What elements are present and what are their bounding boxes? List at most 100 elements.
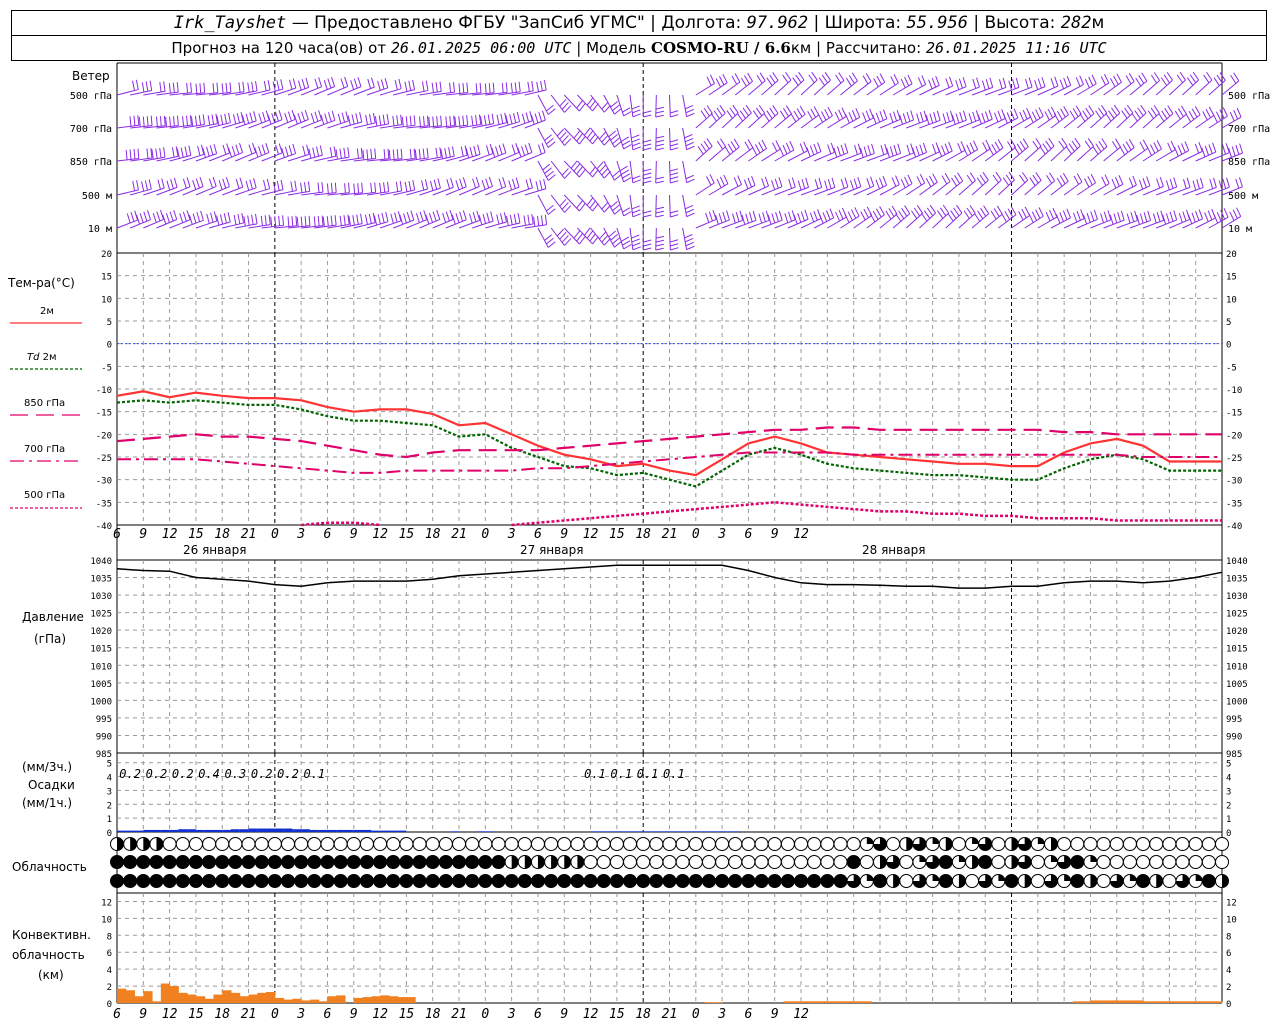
cloud-circle [991, 855, 1006, 869]
wind-barb-feather [788, 178, 793, 189]
precip-bar [687, 831, 696, 832]
wind-barb [642, 127, 652, 151]
cloud-symbol [425, 874, 440, 888]
cloud-fill [886, 855, 900, 869]
conv-bar [134, 996, 144, 1003]
wind-barb-feather [944, 143, 950, 154]
wind-barb-feather [584, 127, 591, 136]
wind-barb-feather [632, 109, 641, 114]
cloud-fill [156, 837, 163, 851]
wind-barb-feather [937, 147, 943, 157]
wind-barb-feather [337, 113, 342, 124]
wind-barb-feather [1019, 174, 1026, 184]
temp-tick-left: 0 [107, 341, 112, 351]
wind-barb-feather [331, 76, 336, 87]
pressure-tick-right: 1030 [1226, 592, 1248, 602]
wind-barb-feather [643, 147, 652, 151]
cloud-fill [866, 874, 874, 881]
wind-barb [892, 110, 915, 129]
cloud-fill [130, 837, 137, 851]
cloud-circle [333, 874, 348, 888]
wind-barb-shaft [1169, 113, 1187, 129]
precip3-unit: (мм/3ч.) [22, 760, 73, 774]
wind-barb-feather [811, 71, 818, 81]
wind-barb-feather [1003, 114, 1008, 124]
wind-barb-feather [410, 210, 415, 221]
wind-barb [1208, 72, 1226, 96]
cloud-circle [175, 837, 190, 851]
wind-barb-feather [907, 174, 913, 184]
wind-barb [208, 177, 230, 196]
conv-bar [117, 988, 127, 1003]
wind-barb-feather [578, 236, 586, 245]
wind-barb-feather [1128, 72, 1135, 82]
wind-barb-feather [1212, 142, 1217, 153]
cloud-symbol [281, 855, 296, 869]
wind-barb [603, 160, 622, 181]
cloud-fill [1024, 874, 1032, 888]
conv-bar [257, 992, 267, 1003]
wind-barb-feather [685, 104, 694, 110]
wind-barb-feather [418, 149, 421, 160]
cloud-symbol [1109, 874, 1124, 888]
wind-barb-feather [321, 182, 324, 193]
wind-barb [130, 147, 153, 162]
wind-barb [248, 143, 270, 162]
cloud-circle [346, 855, 361, 869]
wind-barb-shaft [116, 189, 139, 196]
wind-barb-feather [838, 209, 844, 220]
wind-barb-feather [929, 204, 937, 214]
wind-barb-feather [344, 183, 346, 194]
wind-barb [458, 176, 480, 196]
wind-barb-feather [632, 242, 641, 247]
wind-barb [787, 177, 810, 196]
precip-tick-left: 5 [107, 760, 112, 770]
wind-barb-feather [989, 77, 994, 88]
wind-barb-feather [576, 233, 583, 242]
wind-barb-feather [176, 82, 179, 93]
wind-barb-feather [1182, 179, 1187, 189]
wind-barb-feather [190, 116, 194, 127]
cloud-circle [478, 874, 493, 888]
wind-barb-feather [784, 213, 789, 223]
wind-barb-feather [403, 213, 407, 224]
wind-barb-feather [739, 210, 744, 221]
wind-barb-feather [396, 149, 399, 160]
wind-barb-feather [921, 75, 927, 85]
cloud-circle [517, 874, 532, 888]
wind-barb-feather [564, 138, 572, 146]
wind-barb-feather [339, 215, 342, 226]
wind-barb-feather [576, 200, 583, 209]
wind-barb-feather [159, 147, 162, 158]
wind-barb-shaft [524, 89, 547, 96]
wind-barb-shaft [682, 127, 688, 150]
wind-barb-shaft [853, 81, 872, 96]
wind-barb-feather [339, 148, 342, 159]
wind-barb [300, 110, 323, 129]
wind-barb-feather [304, 182, 307, 193]
cloud-symbol [1004, 855, 1019, 869]
wind-barb-feather [632, 175, 641, 180]
wind-barb-feather [612, 204, 620, 212]
cloud-circle [662, 837, 677, 851]
wind-barb [116, 79, 139, 96]
wind-barb [577, 127, 599, 145]
wind-barb-feather [1075, 77, 1081, 87]
wind-barb-feather [357, 77, 362, 87]
wind-barb-feather [919, 174, 926, 184]
cloud-symbol [1004, 874, 1019, 888]
wind-barb-feather [223, 213, 227, 224]
wind-barb [511, 111, 533, 129]
wind-barb-shaft [563, 160, 580, 178]
wind-barb-shaft [669, 227, 671, 251]
wind-barb-feather [1095, 143, 1102, 153]
wind-barb-feather [404, 181, 408, 192]
precip-bar [274, 828, 284, 832]
wind-barb-feather [306, 144, 310, 155]
wind-barb [563, 194, 586, 212]
wind-barb-shaft [734, 147, 754, 162]
wind-barb [774, 177, 796, 196]
pressure-tick-right: 990 [1226, 732, 1242, 742]
wind-barb-feather [1042, 143, 1049, 152]
wind-barb-feather [498, 178, 503, 189]
